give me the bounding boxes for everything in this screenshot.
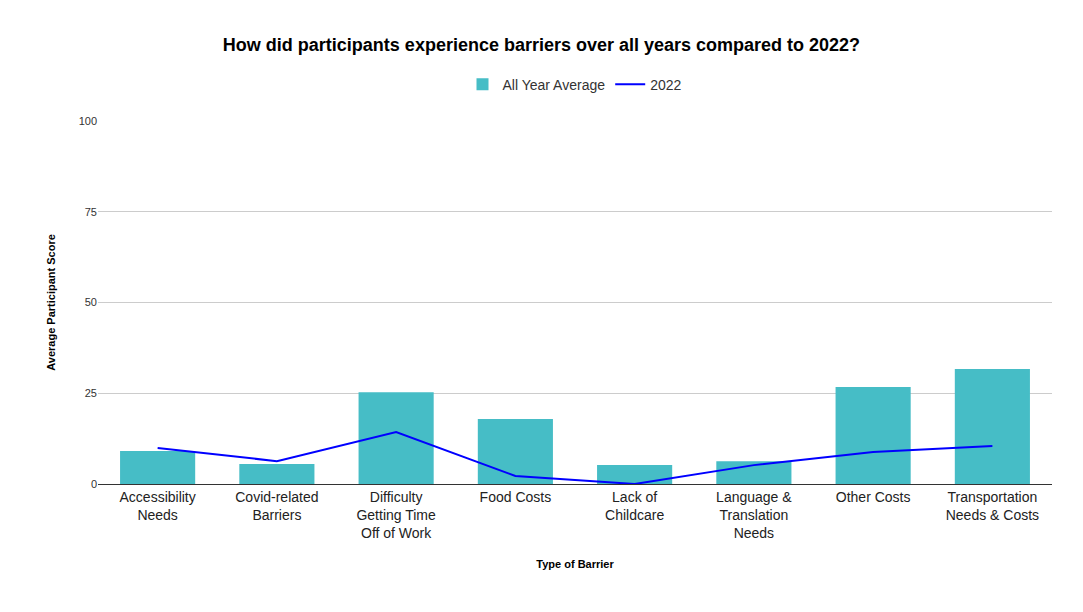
svg-text:0: 0 (91, 478, 97, 490)
svg-text:Lack ofChildcare: Lack ofChildcare (605, 489, 664, 523)
svg-text:Food Costs: Food Costs (480, 489, 552, 505)
svg-text:All Year Average: All Year Average (503, 77, 606, 93)
svg-text:Language &TranslationNeeds: Language &TranslationNeeds (716, 489, 792, 541)
svg-text:2022: 2022 (650, 77, 681, 93)
svg-text:Covid-relatedBarriers: Covid-relatedBarriers (235, 489, 318, 523)
svg-text:Other Costs: Other Costs (836, 489, 911, 505)
svg-text:TransportationNeeds & Costs: TransportationNeeds & Costs (946, 489, 1039, 523)
svg-text:100: 100 (79, 115, 97, 127)
svg-text:Average Participant Score: Average Participant Score (45, 234, 57, 371)
svg-text:AccessibilityNeeds: AccessibilityNeeds (120, 489, 196, 523)
svg-text:25: 25 (85, 387, 97, 399)
svg-text:DifficultyGetting TimeOff of W: DifficultyGetting TimeOff of Work (356, 489, 436, 541)
svg-text:50: 50 (85, 296, 97, 308)
svg-text:75: 75 (85, 206, 97, 218)
svg-text:How did participants experienc: How did participants experience barriers… (223, 35, 860, 55)
svg-text:Type of Barrier: Type of Barrier (536, 558, 614, 570)
